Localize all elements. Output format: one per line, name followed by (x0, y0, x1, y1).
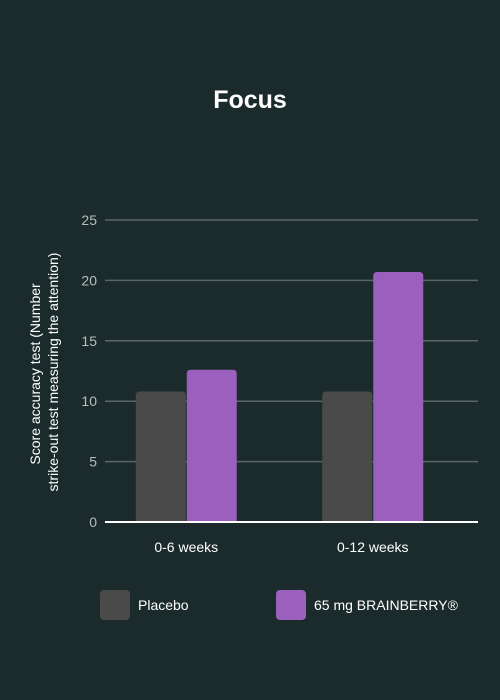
chart-title: Focus (213, 86, 287, 114)
legend-swatch-brainberry (276, 590, 306, 620)
legend: Placebo 65 mg BRAINBERRY® (0, 590, 500, 620)
bar (135, 391, 186, 522)
x-category-label: 0-12 weeks (337, 539, 409, 555)
y-tick-label: 20 (81, 272, 97, 288)
y-axis-label-line-2: strike-out test measuring the attention) (45, 253, 61, 492)
bars (135, 271, 424, 522)
y-tick-labels: 0 5 10 15 20 25 (81, 212, 97, 530)
bar (373, 271, 424, 522)
legend-item-brainberry: 65 mg BRAINBERRY® (276, 590, 458, 620)
legend-item-placebo: Placebo (100, 590, 189, 620)
y-tick-label: 0 (89, 514, 97, 530)
y-tick-label: 5 (89, 454, 97, 470)
bar (322, 391, 373, 522)
y-tick-label: 10 (81, 393, 97, 409)
legend-label-placebo: Placebo (138, 597, 189, 613)
bar (186, 369, 237, 522)
legend-swatch-placebo (100, 590, 130, 620)
category-labels: 0-6 weeks 0-12 weeks (154, 539, 408, 555)
y-tick-label: 25 (81, 212, 97, 228)
x-category-label: 0-6 weeks (154, 539, 218, 555)
y-tick-label: 15 (81, 333, 97, 349)
y-axis-label: Score accuracy test (Number strike-out t… (27, 253, 61, 492)
y-axis-label-line-1: Score accuracy test (Number (27, 283, 43, 465)
legend-label-brainberry: 65 mg BRAINBERRY® (314, 597, 458, 613)
